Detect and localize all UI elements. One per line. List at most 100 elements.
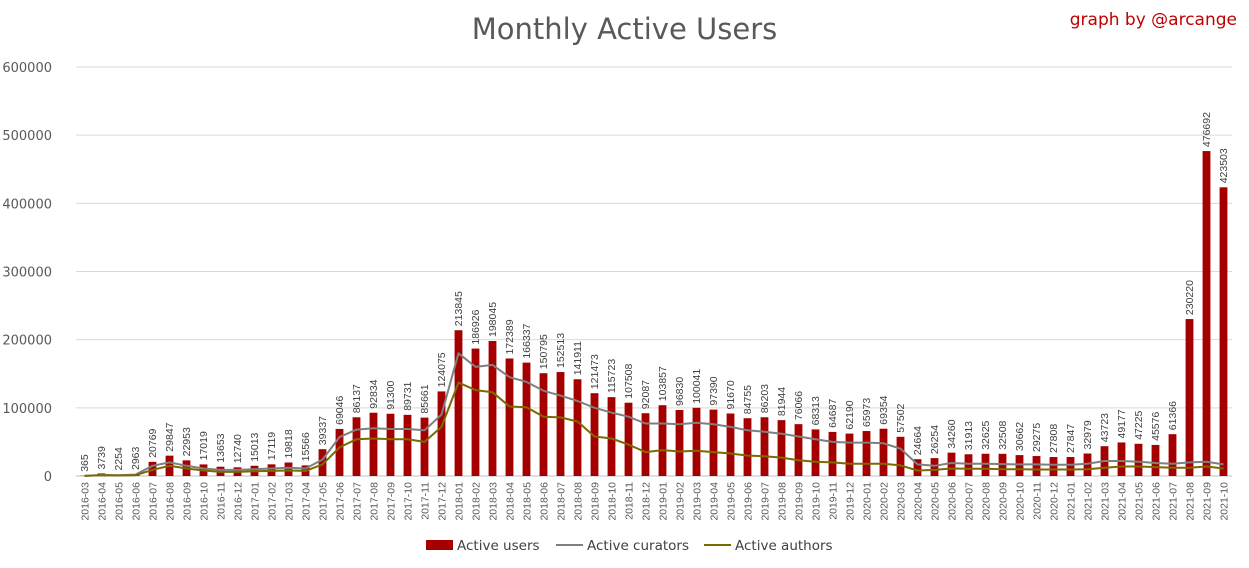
data-label: 49177 xyxy=(1116,409,1128,438)
x-tick-label: 2021-03 xyxy=(1100,482,1112,521)
legend-label-active-curators: Active curators xyxy=(587,538,689,554)
data-label: 22953 xyxy=(181,427,193,456)
x-tick-label: 2019-05 xyxy=(726,482,738,521)
data-label: 121473 xyxy=(589,354,601,389)
x-tick-label: 2016-10 xyxy=(199,482,211,521)
data-label: 89731 xyxy=(402,381,414,410)
bar-active-users xyxy=(777,420,786,476)
data-labels: 365 3739 2254 2963 20769 29847 22953 17019 13653… xyxy=(79,112,1230,472)
bar-active-users xyxy=(1015,455,1024,476)
y-tick-label: 200000 xyxy=(2,334,52,349)
data-label: 30662 xyxy=(1014,422,1026,451)
x-tick-label: 2019-09 xyxy=(794,482,806,521)
data-label: 107508 xyxy=(623,364,635,399)
data-label: 100041 xyxy=(691,369,703,404)
x-tick-label: 2016-05 xyxy=(114,482,126,521)
data-label: 27808 xyxy=(1048,424,1060,453)
data-label: 29847 xyxy=(164,422,176,451)
x-tick-label: 2016-06 xyxy=(131,482,143,521)
bar-active-users xyxy=(981,453,990,476)
data-label: 166337 xyxy=(521,323,533,358)
bar-active-users xyxy=(1032,456,1041,476)
x-tick-label: 2020-02 xyxy=(879,482,891,521)
x-tick-label: 2018-02 xyxy=(471,482,483,521)
bar-active-users xyxy=(845,433,854,476)
data-label: 12740 xyxy=(232,434,244,463)
bar-active-users xyxy=(1134,443,1143,476)
bar-active-users xyxy=(709,409,718,476)
data-label: 69046 xyxy=(334,396,346,425)
x-tick-label: 2017-01 xyxy=(250,482,262,521)
bar-active-users xyxy=(454,330,463,476)
x-tick-label: 2021-05 xyxy=(1134,482,1146,521)
bar-active-users xyxy=(590,393,599,476)
data-label: 150795 xyxy=(538,334,550,369)
y-tick-label: 0 xyxy=(44,470,52,485)
x-tick-label: 2019-08 xyxy=(777,482,789,521)
bar-active-users xyxy=(675,409,684,476)
y-tick-label: 300000 xyxy=(2,266,52,281)
x-tick-label: 2019-10 xyxy=(811,482,823,521)
x-tick-label: 2016-08 xyxy=(165,482,177,521)
x-tick-label: 2017-03 xyxy=(284,482,296,521)
x-tick-label: 2021-02 xyxy=(1083,482,1095,521)
data-label: 27847 xyxy=(1065,424,1077,453)
data-label: 2254 xyxy=(113,447,125,471)
data-label: 141911 xyxy=(572,341,584,375)
data-label: 68313 xyxy=(810,396,822,425)
bar-active-users xyxy=(318,449,327,476)
bar-active-users xyxy=(879,428,888,476)
bar-active-users xyxy=(896,436,905,476)
x-tick-label: 2016-04 xyxy=(97,482,109,521)
y-axis: 0 100000 200000 300000 400000 500000 600000 xyxy=(2,61,52,485)
data-label: 2963 xyxy=(130,446,142,470)
x-tick-label: 2016-11 xyxy=(216,482,228,520)
x-tick-label: 2019-06 xyxy=(743,482,755,521)
x-tick-label: 2018-05 xyxy=(522,482,534,521)
x-tick-label: 2020-07 xyxy=(964,482,976,521)
data-label: 19818 xyxy=(283,429,295,458)
data-label: 15013 xyxy=(249,432,261,461)
bar-active-users xyxy=(403,414,412,476)
data-label: 423503 xyxy=(1218,148,1230,183)
x-tick-label: 2018-09 xyxy=(590,482,602,521)
x-axis: 2016-03 2016-04 2016-05 2016-06 2016-07 2016-… xyxy=(80,482,1231,521)
bar-active-users xyxy=(947,452,956,476)
x-tick-label: 2021-01 xyxy=(1066,482,1078,521)
data-label: 365 xyxy=(79,454,91,472)
x-tick-label: 2017-09 xyxy=(386,482,398,521)
data-label: 186926 xyxy=(470,309,482,344)
bar-active-users xyxy=(964,454,973,476)
data-label: 17019 xyxy=(198,431,210,460)
data-label: 76066 xyxy=(793,391,805,420)
x-tick-label: 2019-01 xyxy=(658,482,670,521)
bar-active-users xyxy=(828,431,837,476)
data-label: 61366 xyxy=(1167,401,1179,430)
x-tick-label: 2020-01 xyxy=(862,482,874,521)
legend-label-active-authors: Active authors xyxy=(735,538,833,554)
x-tick-label: 2018-03 xyxy=(488,482,500,521)
x-tick-label: 2021-08 xyxy=(1185,482,1197,521)
data-label: 13653 xyxy=(215,433,227,462)
data-label: 32508 xyxy=(997,420,1009,449)
data-label: 43723 xyxy=(1099,413,1111,442)
x-tick-label: 2021-07 xyxy=(1168,482,1180,521)
x-tick-label: 2018-06 xyxy=(539,482,551,521)
data-label: 152513 xyxy=(555,333,567,368)
bar-active-users xyxy=(1168,434,1177,476)
x-tick-label: 2017-06 xyxy=(335,482,347,521)
bar-active-users xyxy=(1219,187,1228,476)
bar-active-users xyxy=(811,429,820,476)
x-tick-label: 2018-11 xyxy=(624,482,636,520)
x-tick-label: 2017-04 xyxy=(301,482,313,521)
data-label: 32979 xyxy=(1082,420,1094,449)
data-label: 31913 xyxy=(963,421,975,450)
data-label: 86137 xyxy=(351,384,363,413)
data-label: 15566 xyxy=(300,432,312,461)
y-tick-label: 400000 xyxy=(2,197,52,212)
x-tick-label: 2019-04 xyxy=(709,482,721,521)
legend-swatch-active-users xyxy=(426,540,453,550)
data-label: 115723 xyxy=(606,359,618,393)
x-tick-label: 2018-07 xyxy=(556,482,568,521)
bar-active-users xyxy=(352,417,361,476)
